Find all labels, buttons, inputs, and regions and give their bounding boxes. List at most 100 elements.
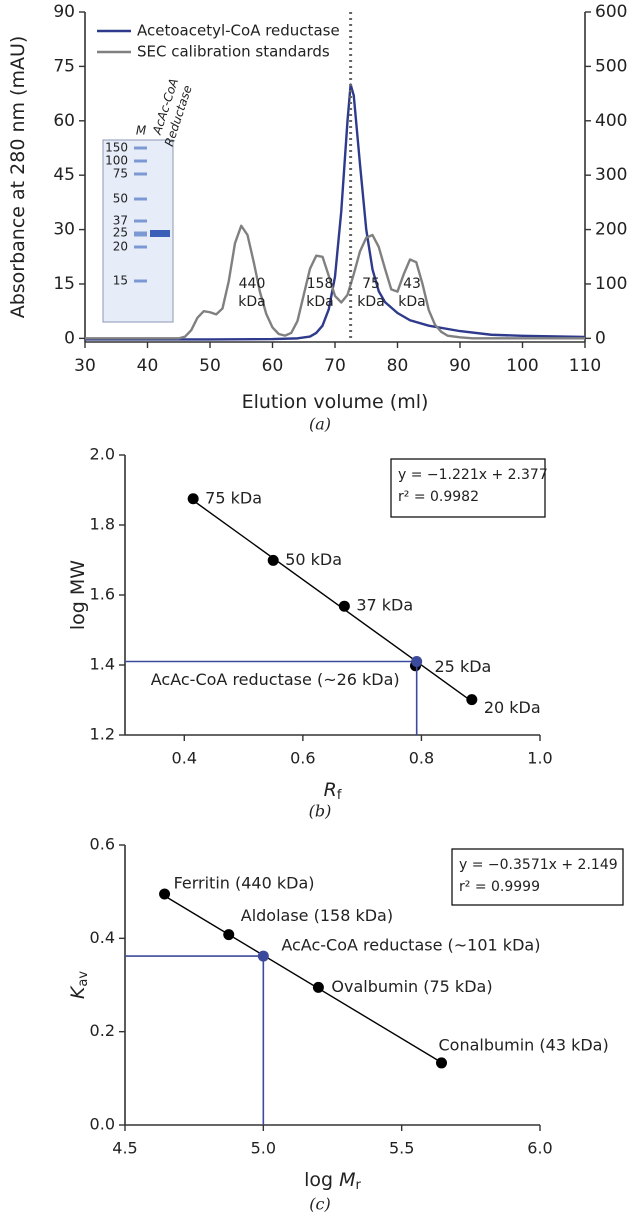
- x-label: Elution volume (ml): [242, 391, 429, 413]
- x-tick-label: 0.6: [290, 749, 315, 768]
- peak-annotation: 43: [403, 276, 421, 292]
- caption: (c): [309, 1195, 330, 1214]
- legend-label: SEC calibration standards: [137, 43, 330, 61]
- point-label: 50 kDa: [285, 550, 342, 569]
- x-label-text: log: [304, 1169, 339, 1191]
- gel-marker-band: [134, 197, 147, 201]
- y2-tick-label: 600: [595, 2, 627, 22]
- point: [223, 929, 235, 941]
- y-tick-label: 0: [64, 328, 75, 348]
- point-label: AcAc-CoA reductase (~101 kDa): [281, 936, 540, 955]
- y-label-var: K: [67, 985, 89, 999]
- legend-label: Acetoacetyl-CoA reductase: [137, 22, 340, 40]
- x-tick-label: 50: [199, 356, 221, 376]
- point-label: 37 kDa: [356, 596, 413, 615]
- y-label: Kav: [67, 971, 91, 999]
- point: [257, 950, 269, 962]
- point: [411, 656, 423, 667]
- y2-tick-label: 400: [595, 111, 627, 131]
- peak-annotation: 158: [307, 276, 334, 292]
- y-tick-label: 1.6: [90, 585, 115, 604]
- x-tick-label: 5.0: [251, 1139, 276, 1158]
- point: [267, 554, 279, 566]
- y2-tick-label: 200: [595, 220, 627, 240]
- x-label-sub: f: [337, 788, 342, 803]
- x-tick-label: 1.0: [527, 749, 552, 768]
- gel-marker-band: [134, 172, 147, 176]
- data-line: [85, 224, 585, 340]
- equation-box: [451, 848, 624, 906]
- x-tick-label: 100: [506, 356, 538, 376]
- data-line: [85, 83, 586, 341]
- y2-tick-label: 100: [595, 274, 627, 294]
- fit-line: [192, 499, 473, 702]
- x-tick-label: 4.5: [112, 1139, 137, 1158]
- peak-annotation: kDa: [398, 294, 425, 310]
- gel-marker-label: 75: [113, 167, 128, 181]
- point: [466, 694, 478, 706]
- peak-annotation: 440: [239, 276, 266, 292]
- y-tick-label: 1.8: [90, 515, 115, 534]
- point-label: Aldolase (158 kDa): [241, 906, 393, 925]
- y-tick-label: 15: [53, 274, 75, 294]
- x-tick-label: 60: [262, 356, 284, 376]
- y-tick-label: 30: [53, 220, 75, 240]
- caption: (a): [309, 415, 331, 434]
- point: [312, 981, 324, 993]
- point-label: AcAc-CoA reductase (~26 kDa): [151, 670, 400, 689]
- y-label-text: Absorbance at 280 nm (mAU): [7, 36, 29, 319]
- x-tick-label: 30: [74, 356, 96, 376]
- point: [436, 1057, 448, 1069]
- y-tick-label: 45: [53, 165, 75, 185]
- gel-marker-band: [134, 146, 147, 150]
- x-label-text: Elution volume (ml): [242, 391, 429, 413]
- gel-marker-label: 15: [113, 274, 128, 288]
- fit-line: [164, 895, 442, 1064]
- y-tick-label: 2.0: [90, 445, 115, 464]
- x-label: log Mr: [304, 1169, 361, 1193]
- x-tick-label: 0.4: [172, 749, 197, 768]
- equation-text: y = −1.221x + 2.377: [398, 467, 548, 483]
- x-tick-label: 0.8: [409, 749, 434, 768]
- y-tick-label: 0.0: [90, 1115, 115, 1134]
- point-label: 75 kDa: [205, 488, 262, 507]
- point-label: Ferritin (440 kDa): [174, 874, 315, 893]
- gel-marker-band: [134, 231, 147, 237]
- point: [187, 493, 199, 505]
- y-tick-label: 75: [53, 56, 75, 76]
- gel-marker-label: 50: [113, 192, 128, 206]
- x-label-var: R: [324, 779, 337, 801]
- caption: (b): [309, 802, 332, 821]
- guide-line: [125, 955, 265, 1125]
- gel-lane-label: M: [136, 124, 147, 138]
- x-tick-label: 90: [449, 356, 471, 376]
- peak-annotation: kDa: [357, 294, 384, 310]
- y-tick-label: 1.4: [90, 655, 115, 674]
- y-tick-label: 0.6: [90, 835, 115, 854]
- y-tick-label: 60: [53, 111, 75, 131]
- x-tick-label: 70: [324, 356, 346, 376]
- y2-tick-label: 300: [595, 165, 627, 185]
- y-tick-label: 0.4: [90, 928, 115, 947]
- point-label: Conalbumin (43 kDa): [439, 1035, 609, 1054]
- gel-marker-label: 25: [113, 226, 128, 240]
- x-label-var: M: [339, 1169, 355, 1191]
- point: [159, 888, 171, 900]
- x-tick-label: 5.5: [389, 1139, 414, 1158]
- gel-marker-band: [134, 245, 147, 249]
- x-tick-label: 80: [387, 356, 409, 376]
- gel-marker-label: 150: [105, 141, 128, 155]
- y-label: Absorbance at 280 nm (mAU): [7, 36, 29, 319]
- equation-text: r² = 0.9982: [398, 489, 479, 505]
- equation-text: y = −0.3571x + 2.149: [459, 857, 618, 873]
- equation-text: r² = 0.9999: [459, 879, 540, 895]
- y-label: log MW: [67, 560, 89, 630]
- peak-annotation: kDa: [238, 294, 265, 310]
- y-label-sub: av: [76, 971, 91, 987]
- y2-tick-label: 0: [595, 328, 606, 348]
- y2-tick-label: 500: [595, 56, 627, 76]
- point-label: 20 kDa: [484, 698, 541, 717]
- y-label-text: log MW: [67, 560, 89, 630]
- x-label-sub: r: [356, 1178, 362, 1193]
